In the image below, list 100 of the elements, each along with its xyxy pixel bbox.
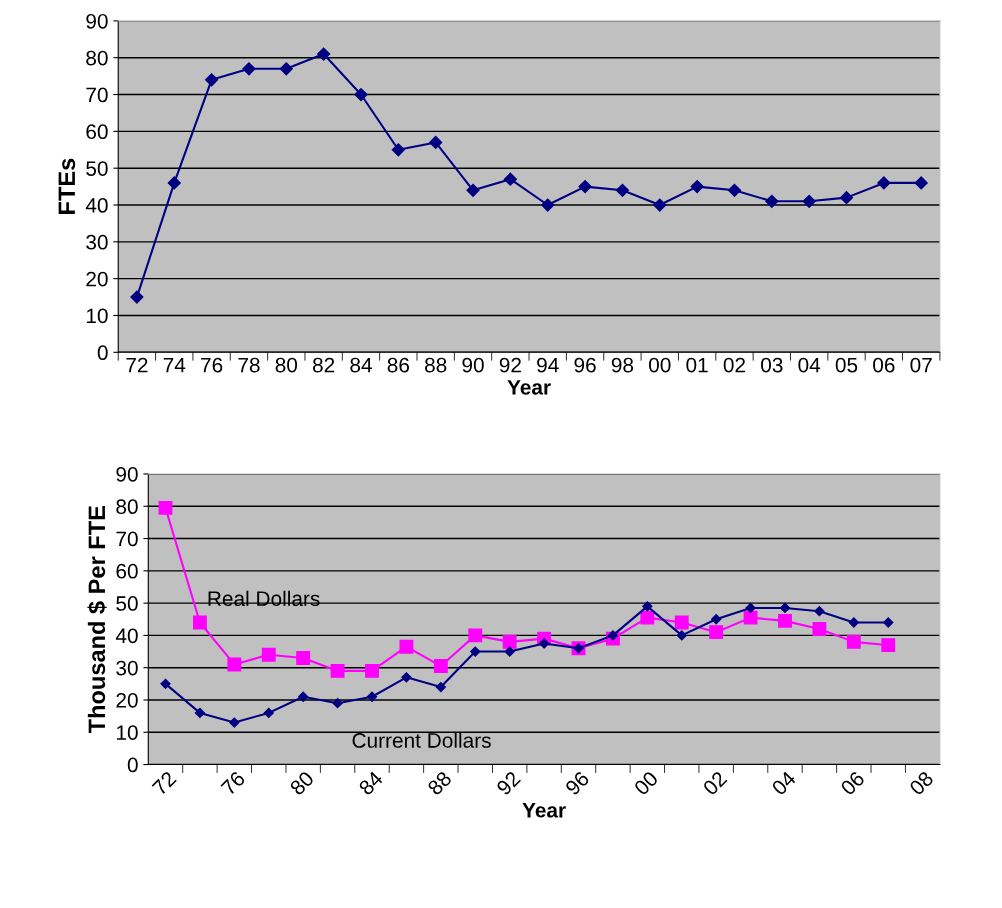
point [158, 500, 173, 515]
point [279, 62, 293, 76]
x-tick-label: 88 [426, 770, 453, 796]
point [263, 707, 274, 718]
point [317, 47, 331, 61]
x-tick-label: 76 [220, 770, 246, 796]
point [296, 651, 311, 665]
point [330, 663, 345, 678]
point [466, 183, 480, 197]
x-tick-label: 84 [357, 770, 384, 796]
x-tick-label: 07 [910, 357, 932, 373]
x-tick-label: 80 [275, 357, 298, 373]
y-tick-label: 90 [86, 13, 108, 29]
x-tick-label: 06 [873, 357, 895, 373]
point [778, 613, 792, 628]
x-tick-label: 06 [839, 770, 866, 797]
point [779, 602, 791, 614]
point [642, 601, 653, 612]
point [192, 615, 207, 630]
y-tick-label: 20 [86, 271, 108, 287]
point [802, 194, 816, 208]
y-tick-label: 30 [86, 234, 108, 250]
x-tick-label: 78 [238, 357, 260, 373]
y-tick-label: 10 [116, 725, 138, 741]
point [470, 646, 481, 657]
x-tick-label: 92 [499, 357, 521, 373]
point [229, 717, 240, 728]
y-tick-label: 0 [97, 345, 108, 361]
x-tick-label: 96 [574, 357, 596, 373]
point [503, 172, 517, 186]
point [881, 638, 896, 653]
x-tick-label: 72 [126, 357, 148, 373]
point [429, 135, 443, 149]
y-tick-label: 40 [115, 628, 138, 644]
x-tick-label: 90 [462, 357, 484, 373]
x-tick-label: 00 [633, 770, 659, 797]
point [615, 183, 630, 197]
x-tick-label: 96 [564, 770, 590, 796]
y-tick-label: 0 [127, 757, 138, 773]
x-tick-label: 86 [387, 357, 410, 373]
point [401, 672, 412, 683]
point [727, 183, 742, 197]
point [365, 663, 379, 678]
y-tick-label: 70 [86, 87, 108, 103]
point [877, 176, 891, 190]
y-tick-label: 60 [116, 563, 138, 579]
y-tick-label: 50 [116, 596, 138, 611]
x-tick-label: 80 [289, 770, 315, 796]
x-tick-label: 72 [151, 770, 177, 796]
point [391, 143, 405, 157]
x-axis-title: Year [522, 803, 566, 818]
point [433, 659, 448, 674]
point [502, 634, 517, 649]
x-tick-label: 02 [702, 770, 728, 797]
y-tick-label: 20 [116, 692, 138, 708]
point [745, 602, 756, 614]
y-tick-label: 10 [86, 308, 108, 324]
x-tick-label: 01 [686, 357, 708, 373]
point [435, 681, 446, 693]
y-tick-label: 50 [86, 161, 108, 176]
y-tick-label: 90 [116, 466, 138, 482]
point [607, 630, 619, 641]
x-tick-label: 98 [611, 357, 634, 373]
point [812, 621, 827, 636]
point [261, 647, 276, 662]
y-axis-title: Thousand $ Per FTE [87, 506, 107, 734]
y-tick-label: 70 [116, 531, 138, 547]
x-tick-label: 00 [649, 357, 671, 373]
point [883, 617, 894, 628]
y-tick-label: 80 [116, 499, 138, 515]
point [468, 628, 483, 643]
point [130, 290, 144, 304]
x-axis-title: Year [507, 380, 551, 395]
point [765, 194, 779, 208]
x-tick-label: 04 [770, 770, 797, 797]
point [504, 646, 515, 657]
x-tick-label: 74 [163, 357, 186, 373]
point [640, 610, 655, 625]
point [399, 639, 414, 654]
point [332, 698, 343, 709]
point [205, 73, 219, 87]
point [160, 678, 171, 689]
x-tick-label: 03 [761, 357, 783, 373]
point [194, 707, 206, 718]
point [578, 180, 592, 194]
x-tick-label: 84 [350, 357, 372, 373]
y-tick-label: 80 [86, 50, 108, 66]
y-axis-title: FTEs [58, 158, 76, 214]
point [914, 176, 928, 190]
series-label: Real Dollars [208, 590, 320, 607]
point [674, 615, 689, 630]
series-label: Current Dollars [352, 732, 491, 748]
point [711, 614, 722, 625]
point [242, 62, 256, 76]
point [653, 198, 667, 212]
point [839, 191, 854, 205]
point [167, 176, 181, 190]
point [814, 606, 825, 617]
x-tick-label: 88 [425, 357, 447, 373]
y-tick-label: 40 [85, 198, 108, 213]
